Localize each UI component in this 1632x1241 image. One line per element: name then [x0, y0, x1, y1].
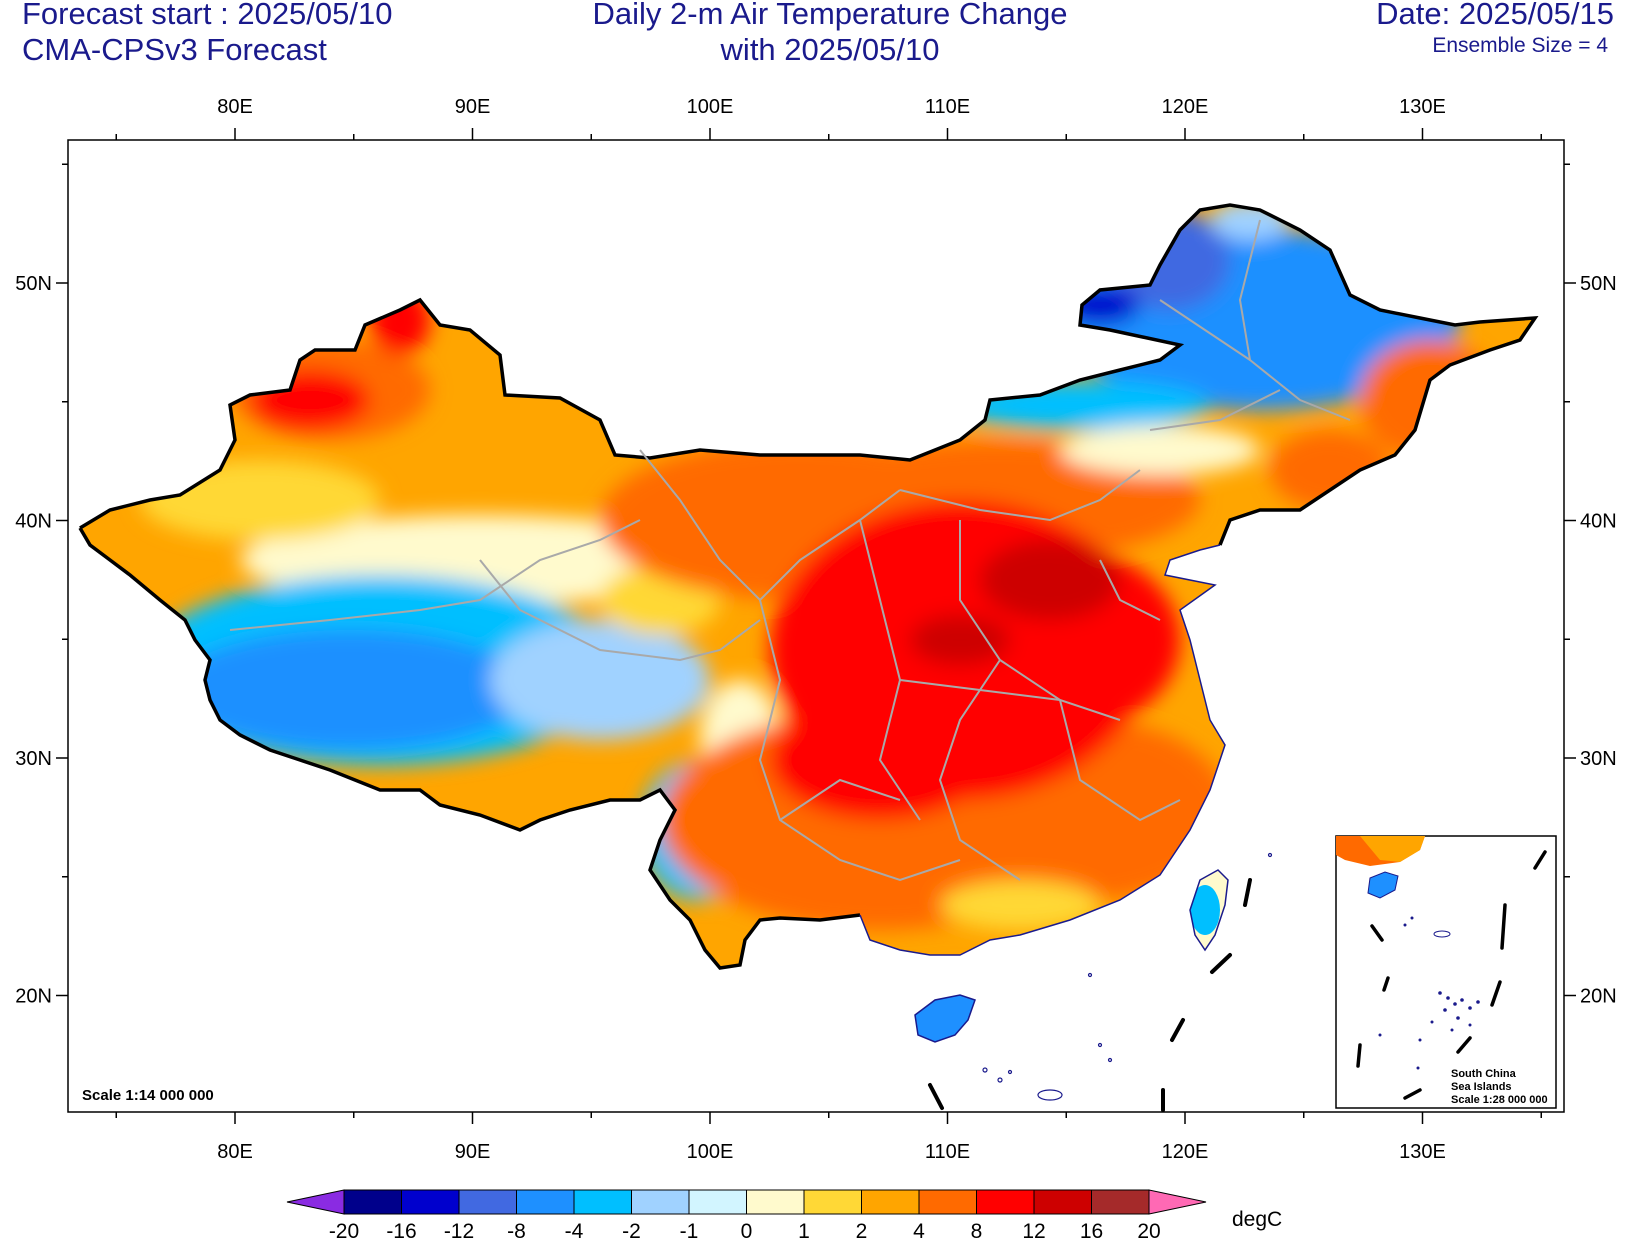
taiwan-outline [1189, 869, 1229, 952]
colorbar-box [803, 1189, 862, 1215]
inset-scale-label: Scale 1:28 000 000 [1451, 1094, 1548, 1106]
south-china-sea-inset: South China Sea Islands Scale 1:28 000 0… [1335, 835, 1557, 1109]
colorbar-box [688, 1189, 747, 1215]
model-label: CMA-CPSv3 Forecast [22, 32, 327, 67]
provincial-borders [229, 219, 1351, 882]
map-scale-label: Scale 1:14 000 000 [82, 1087, 214, 1104]
colorbar-box [1091, 1189, 1150, 1215]
china-border [78, 203, 1539, 970]
lon-label-top: 80E [217, 96, 253, 118]
axis-tick-labels: 80E 80E 90E 90E 100E 100E 110E 110E 120E 120E 130E… [15, 96, 1616, 1163]
axis-ticks [56, 128, 1576, 1124]
lat-label-right: 50N [1580, 273, 1617, 295]
colorbar-level-label: 0 [741, 1220, 753, 1241]
lon-label-top: 90E [455, 96, 491, 118]
colorbar-level-label: -8 [507, 1220, 526, 1241]
chart-title: Daily 2-m Air Temperature Change [592, 0, 1068, 31]
inset-label-line2: Sea Islands [1451, 1081, 1512, 1093]
colorbar-box [573, 1189, 632, 1215]
south-china-sea-islands [982, 852, 1273, 1101]
lat-label-left: 30N [15, 748, 52, 770]
colorbar-box [861, 1189, 920, 1215]
colorbar-level-label: -20 [329, 1220, 359, 1241]
hainan-outline [914, 994, 976, 1043]
colorbar-box [918, 1189, 977, 1215]
colorbar-box [746, 1189, 805, 1215]
colorbar-level-label: -12 [444, 1220, 474, 1241]
colorbar-level-label: 16 [1080, 1220, 1103, 1241]
colorbar-max-triangle [1148, 1189, 1207, 1215]
lat-label-left: 50N [15, 273, 52, 295]
lon-label-bottom: 80E [217, 1141, 253, 1163]
colorbar-unit-label: degC [1232, 1208, 1282, 1231]
colorbar-level-label: 1 [798, 1220, 810, 1241]
lon-label-top: 100E [687, 96, 734, 118]
colorbar-box [516, 1189, 575, 1215]
lon-label-top: 120E [1162, 96, 1209, 118]
forecast-start-label: Forecast start : 2025/05/10 [22, 0, 393, 31]
colorbar-level-label: 2 [856, 1220, 868, 1241]
lon-label-bottom: 110E [925, 1141, 970, 1163]
chart-subtitle: with 2025/05/10 [720, 32, 940, 67]
inset-label-line1: South China [1451, 1068, 1517, 1080]
lon-label-bottom: 120E [1162, 1141, 1209, 1163]
lon-label-bottom: 100E [687, 1141, 734, 1163]
colorbar-box [1033, 1189, 1092, 1215]
lon-label-bottom: 130E [1399, 1141, 1446, 1163]
colorbar-level-label: -16 [386, 1220, 416, 1241]
ensemble-size-label: Ensemble Size = 4 [1432, 34, 1608, 57]
colorbar: -20 -16 -12 -8 -4 -2 -1 0 1 2 4 8 12 16 20 [286, 1189, 1207, 1241]
colorbar-min-triangle [286, 1189, 345, 1215]
lat-label-right: 20N [1580, 986, 1617, 1008]
lon-label-bottom: 90E [455, 1141, 491, 1163]
lat-label-right: 30N [1580, 748, 1617, 770]
colorbar-box [343, 1189, 402, 1215]
lon-label-top: 110E [925, 96, 970, 118]
colorbar-box [458, 1189, 517, 1215]
lat-label-left: 40N [15, 511, 52, 533]
lat-label-right: 40N [1580, 511, 1617, 533]
colorbar-level-label: 4 [913, 1220, 925, 1241]
lat-label-left: 20N [15, 986, 52, 1008]
colorbar-box [976, 1189, 1035, 1215]
maritime-boundary-dashes [928, 878, 1252, 1112]
colorbar-level-label: 20 [1137, 1220, 1160, 1241]
colorbar-level-label: 8 [971, 1220, 983, 1241]
colorbar-level-label: -4 [565, 1220, 584, 1241]
colorbar-level-label: -1 [680, 1220, 699, 1241]
colorbar-box [401, 1189, 460, 1215]
colorbar-level-label: -2 [622, 1220, 641, 1241]
colorbar-box [631, 1189, 690, 1215]
colorbar-level-label: 12 [1022, 1220, 1045, 1241]
valid-date-label: Date: 2025/05/15 [1376, 0, 1614, 31]
coastline [859, 544, 1226, 956]
lon-label-top: 130E [1399, 96, 1446, 118]
